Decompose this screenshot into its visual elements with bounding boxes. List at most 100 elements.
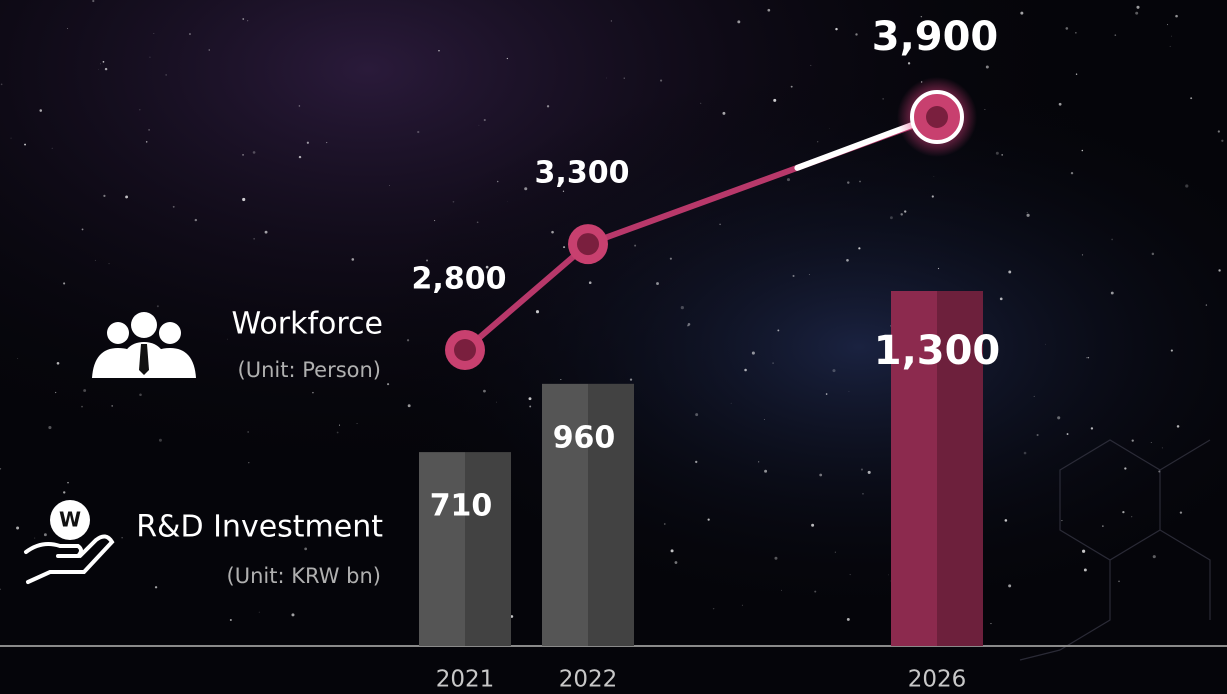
star [883,98,884,99]
star [563,246,565,248]
star [242,18,244,20]
star [387,383,389,385]
star [719,224,720,225]
star [1170,46,1171,47]
star [1001,154,1003,156]
star [299,105,301,107]
data-label: 1,300 [874,328,1001,374]
star [1111,239,1113,241]
star [767,9,770,12]
star [339,425,340,426]
star [772,362,774,364]
star [1132,440,1134,442]
star [1111,292,1114,295]
star [1057,416,1060,419]
star [1124,467,1126,469]
star [1086,357,1087,358]
star [57,362,60,365]
legend-unit: (Unit: Person) [238,358,381,382]
star [708,519,710,521]
marker-core [577,233,599,255]
star [417,131,419,133]
star [890,216,893,219]
star [814,591,816,593]
star [1118,581,1120,583]
star [675,561,678,564]
star [1076,73,1077,74]
star [55,392,56,393]
data-label: 3,900 [872,14,999,60]
star [312,392,314,394]
star [835,28,837,30]
star [847,181,849,183]
star [529,406,531,408]
star [1024,452,1027,455]
star [299,156,301,158]
star [990,623,991,624]
star [103,195,105,197]
data-label: 960 [553,420,616,455]
star [811,524,814,527]
star [938,268,939,269]
star [563,191,564,192]
star [781,590,782,591]
star [209,49,210,50]
x-tick-label: 2021 [436,667,495,693]
star [985,109,986,110]
star [484,119,486,121]
star [855,33,857,35]
star [44,533,47,536]
star [1034,396,1035,397]
star [664,523,666,525]
star [826,393,828,395]
legend-label: R&D Investment [136,510,383,545]
star [125,196,128,199]
star [389,185,390,186]
star [1084,569,1087,572]
star [139,109,140,110]
star [1088,357,1090,359]
star [560,379,561,380]
star [24,144,26,146]
star [165,74,167,76]
star [146,141,148,143]
star [1167,24,1168,25]
star [81,406,83,408]
star [1221,140,1223,142]
star [337,432,339,434]
star [858,247,860,249]
star [774,557,777,560]
star [189,33,191,35]
star [862,493,863,494]
star [408,404,411,407]
star [589,281,592,284]
star [48,426,51,429]
star [150,57,151,58]
marker-core [454,339,476,361]
star [551,231,554,234]
star [777,329,779,331]
star [111,405,113,407]
star [247,20,248,21]
data-label: 3,300 [535,156,630,191]
star [700,103,701,104]
star [253,151,256,154]
star [904,210,906,212]
star [67,482,69,484]
star [259,612,260,613]
star [148,129,150,131]
star [1162,447,1163,448]
page: W Workforce (Unit: Person) R&D Investmen… [0,0,1227,694]
star [547,105,549,107]
star [787,178,790,181]
x-tick-label: 2026 [908,667,967,693]
star [453,201,455,203]
star [1066,27,1069,30]
star [155,586,157,588]
star [159,439,162,442]
star [83,389,86,392]
star [611,21,612,22]
star [713,608,714,609]
star [103,61,105,63]
star [793,275,795,277]
